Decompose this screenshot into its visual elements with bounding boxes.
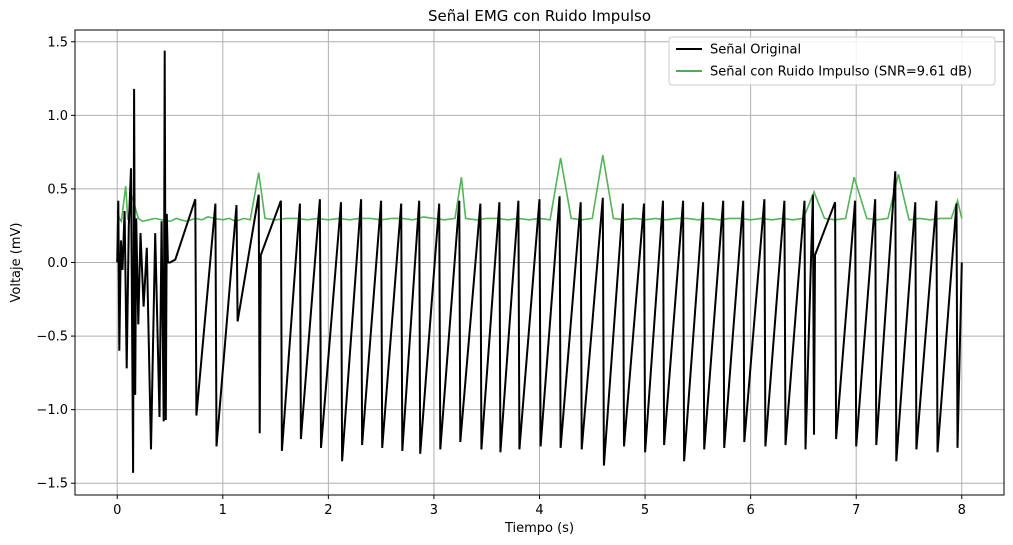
- y-tick-label: −1.5: [36, 477, 68, 492]
- y-axis-title: Voltaje (mV): [9, 223, 24, 303]
- x-tick-label: 8: [958, 503, 966, 518]
- axis-ticks: 0 1 2 3 4 5 6 7 8 −1.5 −1.0 −0.5 0.0 0.5 1.0 1.5: [36, 35, 965, 518]
- legend-box: [668, 36, 996, 86]
- series-group: [116, 50, 963, 473]
- x-tick-label: 6: [746, 503, 754, 518]
- x-tick-label: 5: [641, 503, 649, 518]
- legend: Señal Original Señal con Ruido Impulso (…: [668, 36, 996, 86]
- y-tick-label: −0.5: [36, 330, 68, 345]
- x-tick-label: 2: [324, 503, 332, 518]
- y-tick-label: 1.0: [47, 109, 68, 124]
- chart-title: Señal EMG con Ruido Impulso: [428, 7, 651, 25]
- legend-label-original: Señal Original: [710, 43, 801, 58]
- y-tick-label: 1.5: [47, 35, 68, 50]
- x-tick-label: 4: [535, 503, 543, 518]
- x-tick-label: 1: [219, 503, 227, 518]
- x-tick-label: 3: [430, 503, 438, 518]
- x-axis-title: Tiempo (s): [504, 521, 574, 536]
- y-tick-label: 0.5: [47, 182, 68, 197]
- series-line-original: [116, 50, 963, 473]
- y-tick-label: 0.0: [47, 256, 68, 271]
- y-tick-label: −1.0: [36, 403, 68, 418]
- legend-label-noisy: Señal con Ruido Impulso (SNR=9.61 dB): [710, 65, 972, 80]
- x-tick-label: 7: [852, 503, 860, 518]
- x-tick-label: 0: [113, 503, 121, 518]
